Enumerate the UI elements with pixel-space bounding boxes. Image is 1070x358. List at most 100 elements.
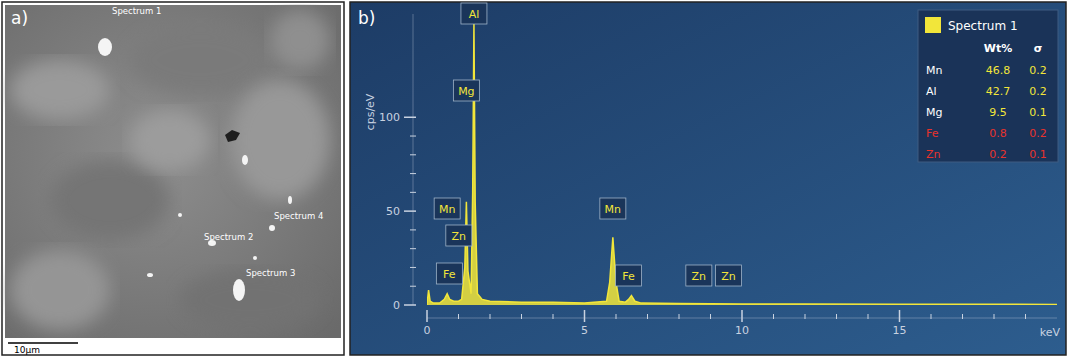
peak-label-text: Al xyxy=(469,8,480,21)
y-minor-tick xyxy=(410,267,416,268)
y-tick xyxy=(404,304,416,306)
texture xyxy=(10,250,110,330)
table-sigma: 0.2 xyxy=(1029,64,1047,77)
x-minor-tick xyxy=(994,314,995,319)
spot-label: Spectrum 2 xyxy=(204,232,253,242)
table-box xyxy=(918,10,1058,162)
particle xyxy=(253,256,257,260)
panel-label: b) xyxy=(358,8,375,28)
spot-label: Spectrum 3 xyxy=(246,268,295,278)
peak-label-box xyxy=(446,225,472,246)
texture xyxy=(130,25,270,95)
composition-table: Spectrum 1 Wt% σ Mn 46.8 0.2 Al 42.7 0.2 Mg 9.5 0.1… xyxy=(918,10,1058,162)
particle xyxy=(269,225,275,231)
peak-label: Zn xyxy=(715,265,741,286)
peak-label-text: Fe xyxy=(622,270,635,283)
x-minor-tick xyxy=(805,314,806,319)
particle xyxy=(147,273,153,277)
scale-bar xyxy=(8,342,78,344)
x-tick-label: 0 xyxy=(424,324,431,337)
spot-label: Spectrum 1 xyxy=(112,6,161,16)
x-minor-tick xyxy=(931,314,932,319)
x-minor-tick xyxy=(647,314,648,319)
peak-label-text: Mg xyxy=(458,85,474,98)
particle xyxy=(98,38,112,56)
x-tick xyxy=(426,310,428,322)
peak-label: Fe xyxy=(436,263,462,284)
table-element: Mg xyxy=(926,106,942,119)
peak-label-text: Zn xyxy=(452,230,467,243)
table-title: Spectrum 1 xyxy=(948,19,1018,33)
y-minor-tick xyxy=(410,136,416,137)
peak-label-box xyxy=(715,265,741,286)
peak-label: Fe xyxy=(616,265,642,286)
y-minor-tick xyxy=(410,154,416,155)
x-minor-tick xyxy=(1025,314,1026,319)
peak-label: Mn xyxy=(600,198,626,219)
y-minor-tick xyxy=(410,286,416,287)
table-wt: 9.5 xyxy=(989,106,1007,119)
table-sigma: 0.1 xyxy=(1029,148,1047,161)
x-minor-tick xyxy=(490,314,491,319)
peak-label-text: Mn xyxy=(605,203,621,216)
table-element: Al xyxy=(926,85,937,98)
y-minor-tick xyxy=(410,248,416,249)
table-wt: 46.8 xyxy=(986,64,1011,77)
y-minor-tick xyxy=(410,229,416,230)
texture xyxy=(130,110,210,170)
x-minor-tick xyxy=(679,314,680,319)
peak-label-box xyxy=(686,265,712,286)
particle xyxy=(288,196,292,204)
x-tick xyxy=(899,310,901,322)
figure: Spectrum 1Spectrum 2Spectrum 3Spectrum 4… xyxy=(0,0,1070,358)
y-tick xyxy=(404,210,416,212)
peak-label-box xyxy=(434,198,460,219)
scale-bar-label: 10µm xyxy=(14,345,40,355)
table-wt: 42.7 xyxy=(986,85,1011,98)
x-minor-tick xyxy=(710,314,711,319)
x-tick xyxy=(584,310,586,322)
table-sigma: 0.1 xyxy=(1029,106,1047,119)
table-wt: 0.2 xyxy=(989,148,1007,161)
pit xyxy=(225,130,240,142)
y-tick xyxy=(404,117,416,119)
peak-label: Al xyxy=(461,3,487,24)
y-axis-line xyxy=(413,14,414,305)
texture xyxy=(50,160,170,240)
x-tick xyxy=(741,310,743,322)
x-tick-label: 15 xyxy=(893,324,907,337)
texture xyxy=(180,270,320,330)
y-minor-tick xyxy=(410,173,416,174)
panel-frame xyxy=(350,2,1066,355)
table-sigma: 0.2 xyxy=(1029,85,1047,98)
particle xyxy=(242,155,248,165)
peak-label-box xyxy=(600,198,626,219)
x-tick-label: 5 xyxy=(581,324,588,337)
table-header: Wt% xyxy=(984,42,1012,55)
table-header: σ xyxy=(1034,42,1043,55)
sem-image xyxy=(5,5,341,338)
peak-label-box xyxy=(453,80,479,101)
table-element: Mn xyxy=(926,64,942,77)
table-element: Fe xyxy=(926,127,939,140)
table-sigma: 0.2 xyxy=(1029,127,1047,140)
x-tick-label: 10 xyxy=(735,324,749,337)
y-tick-label: 100 xyxy=(379,111,400,124)
x-minor-tick xyxy=(458,314,459,319)
peak-label-text: Mn xyxy=(439,203,455,216)
peak-label: Mn xyxy=(434,198,460,219)
x-minor-tick xyxy=(962,314,963,319)
x-axis-label: keV xyxy=(1040,326,1061,339)
texture xyxy=(270,10,330,70)
x-minor-tick xyxy=(553,314,554,319)
peak-label-text: Zn xyxy=(692,270,707,283)
particle xyxy=(178,213,182,217)
texture xyxy=(10,60,110,120)
sem-panel: Spectrum 1Spectrum 2Spectrum 3Spectrum 4… xyxy=(2,2,344,355)
spectrum-panel: b)050100cps/eV051015keVAlMgMnZnFeMnFeZnZ… xyxy=(350,2,1066,355)
y-tick-label: 50 xyxy=(386,205,400,218)
peak-label-text: Fe xyxy=(443,268,456,281)
peak-label-box xyxy=(616,265,642,286)
peak-label: Zn xyxy=(686,265,712,286)
peak-label-text: Zn xyxy=(721,270,736,283)
